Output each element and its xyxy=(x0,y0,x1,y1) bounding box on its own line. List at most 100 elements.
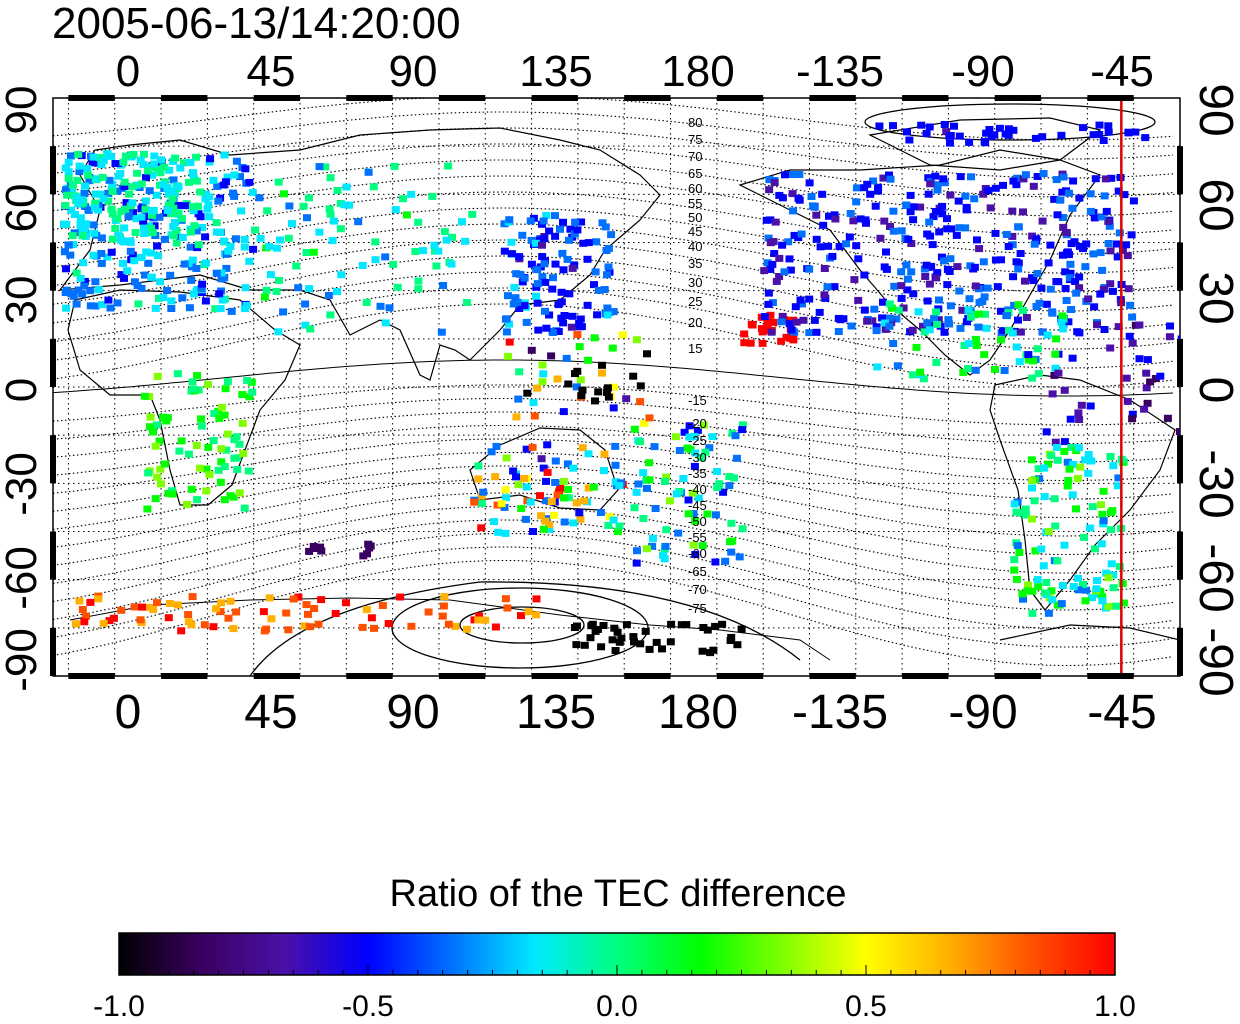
tec-cell xyxy=(125,210,134,218)
tec-cell xyxy=(117,207,126,215)
tec-cell xyxy=(943,281,952,289)
tec-cell xyxy=(178,215,186,223)
tec-cell xyxy=(84,206,93,214)
tec-cell xyxy=(1008,329,1017,337)
tec-cell xyxy=(68,181,77,189)
tec-cell xyxy=(609,516,618,524)
tec-cell xyxy=(706,649,715,657)
tec-cell xyxy=(121,152,130,160)
tec-cell xyxy=(140,224,148,232)
tec-cell xyxy=(985,126,994,133)
tec-cell xyxy=(140,392,149,400)
tec-cell xyxy=(545,311,554,319)
tec-cell xyxy=(1142,369,1151,377)
tec-cell xyxy=(1044,460,1052,468)
tec-cell xyxy=(275,276,283,284)
tec-cell xyxy=(509,467,518,475)
tec-cell xyxy=(411,248,420,255)
tec-cell xyxy=(532,595,541,603)
tec-cell xyxy=(879,174,888,182)
tec-cell xyxy=(970,263,979,271)
frame-bar-top xyxy=(809,95,856,101)
tec-cell xyxy=(1029,182,1038,190)
tec-cell xyxy=(1012,343,1021,351)
tec-cell xyxy=(929,213,938,221)
colorbar-ticks xyxy=(118,965,1116,975)
tec-cell xyxy=(1058,582,1067,589)
tec-cell xyxy=(505,320,513,328)
tec-cell xyxy=(573,226,582,234)
tec-cell xyxy=(794,194,803,202)
tec-cell xyxy=(1095,121,1104,129)
tec-cell xyxy=(1054,278,1063,286)
tec-cell xyxy=(345,201,354,209)
tec-cell xyxy=(1072,289,1081,297)
lon-tick-bottom: -135 xyxy=(792,686,888,739)
tec-cell xyxy=(248,388,257,396)
lon-tick-bottom: 180 xyxy=(658,686,738,739)
tec-cell xyxy=(1063,458,1072,466)
tec-cell xyxy=(1024,581,1032,589)
tec-cell xyxy=(666,638,675,646)
tec-cell xyxy=(955,224,964,232)
tec-cell xyxy=(210,410,219,417)
tec-cell xyxy=(1009,126,1018,134)
tec-cell xyxy=(99,195,108,203)
tec-cell xyxy=(797,230,806,238)
tec-cell xyxy=(727,548,736,556)
tec-cell xyxy=(790,231,799,239)
tec-cell xyxy=(533,280,542,288)
tec-cell xyxy=(378,602,387,609)
tec-cell xyxy=(358,623,367,631)
tec-cell xyxy=(991,366,999,373)
frame-bar-top xyxy=(253,95,301,101)
tec-cell xyxy=(902,261,911,269)
frame-bar-right xyxy=(1177,242,1183,291)
tec-cell xyxy=(174,201,183,209)
tec-cell xyxy=(932,359,941,366)
tec-cell xyxy=(104,189,113,197)
tec-cell xyxy=(78,232,87,240)
contour-label-n: 55 xyxy=(688,196,702,211)
tec-cell xyxy=(175,447,184,455)
tec-cell xyxy=(145,423,154,431)
tec-cell xyxy=(522,445,531,453)
tec-cell xyxy=(889,207,898,215)
tec-cell xyxy=(682,621,691,629)
tec-cell xyxy=(188,378,197,386)
tec-cell xyxy=(816,243,825,251)
tec-data-cells xyxy=(60,121,1180,657)
tec-cell xyxy=(880,263,889,271)
tec-cell xyxy=(189,290,198,298)
tec-cell xyxy=(233,454,242,462)
frame-bar-right xyxy=(1177,627,1183,676)
tec-cell xyxy=(766,265,775,273)
tec-cell xyxy=(209,437,218,444)
tec-cell xyxy=(141,271,149,279)
tec-cell xyxy=(765,176,774,184)
tec-cell xyxy=(897,227,906,235)
tec-cell xyxy=(928,241,937,249)
tec-cell xyxy=(917,121,926,129)
tec-cell xyxy=(770,179,779,186)
tec-cell xyxy=(532,292,541,300)
tec-cell xyxy=(1042,579,1051,586)
tec-cell xyxy=(279,308,288,316)
contour-label-s: -20 xyxy=(688,416,707,431)
contour-label-n: 75 xyxy=(688,132,702,147)
tec-cell xyxy=(565,236,573,244)
tec-cell xyxy=(1107,174,1116,182)
tec-cell xyxy=(500,220,509,228)
tec-cell xyxy=(562,354,571,362)
frame-bar-right xyxy=(1177,435,1183,484)
tec-cell xyxy=(868,317,877,325)
tec-cell xyxy=(539,217,548,225)
lon-tick-bottom: 135 xyxy=(516,686,596,739)
tec-cell xyxy=(1106,453,1115,460)
tec-cell xyxy=(764,234,773,242)
tec-cell xyxy=(818,190,827,198)
tec-cell xyxy=(763,259,772,267)
tec-cell xyxy=(980,138,989,146)
tec-cell xyxy=(721,557,730,565)
tec-cell xyxy=(1069,460,1078,468)
